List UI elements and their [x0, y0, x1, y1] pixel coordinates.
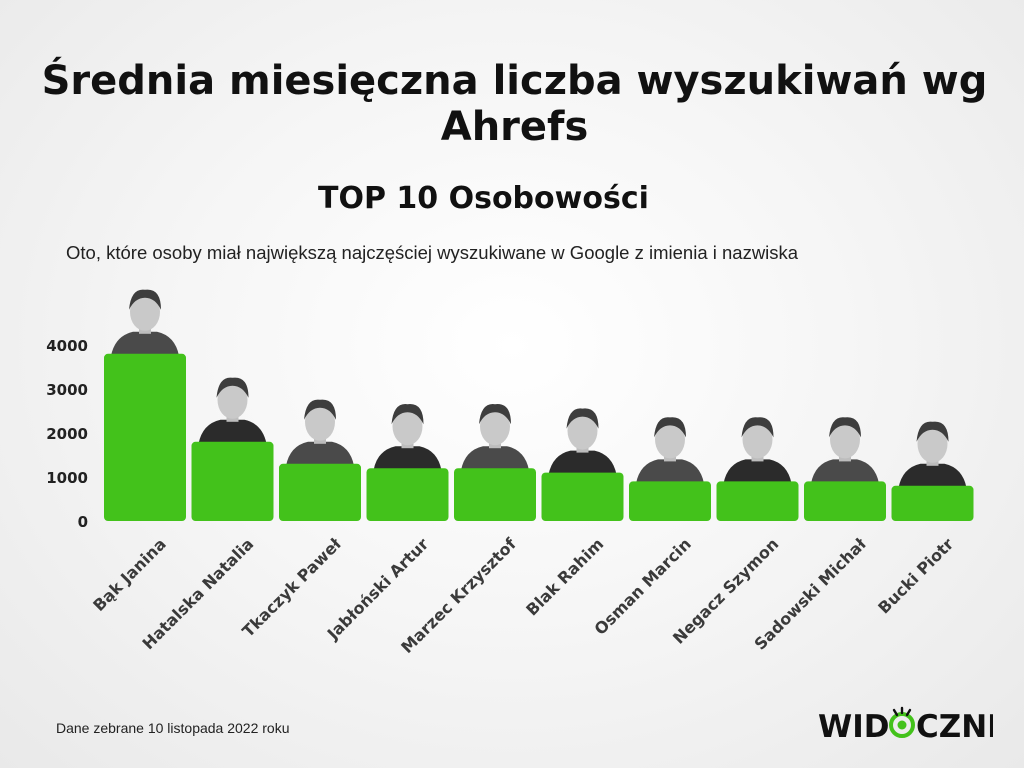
bar [104, 353, 186, 521]
bar [891, 485, 974, 521]
person-photo [898, 421, 967, 488]
y-tick-label: 1000 [46, 469, 88, 487]
eye-icon [889, 706, 915, 738]
person-photo [198, 377, 267, 444]
person-photo [723, 417, 792, 484]
person-photo [548, 408, 617, 475]
bar [454, 468, 536, 521]
person-photo [286, 399, 354, 466]
bar [629, 481, 711, 521]
logo-text-right: CZNI [916, 709, 993, 745]
category-label: Bucki Piotr [874, 534, 957, 617]
category-label: Bąk Janina [89, 534, 170, 615]
chart-subtitle: TOP 10 Osobowości [318, 181, 649, 216]
brand-logo: WID CZNI [818, 706, 993, 745]
logo-text-left: WID [818, 709, 889, 745]
y-tick-label: 4000 [46, 337, 88, 355]
y-tick-label: 0 [78, 513, 88, 531]
person-photo [111, 289, 179, 356]
chart-description: Oto, które osoby miał największą najczęś… [66, 242, 799, 263]
y-tick-label: 2000 [46, 425, 88, 443]
person-photo [811, 417, 879, 484]
bar [541, 472, 624, 521]
bar [191, 441, 274, 521]
footnote: Dane zebrane 10 listopada 2022 roku [56, 720, 290, 736]
bar [804, 481, 886, 521]
person-photo [636, 417, 704, 484]
bar [279, 463, 361, 521]
person-photo [373, 404, 442, 471]
y-tick-label: 3000 [46, 381, 88, 399]
category-label: Blak Rahim [522, 534, 607, 619]
bar [366, 468, 449, 521]
bar [716, 481, 799, 521]
chart-title: Średnia miesięczna liczba wyszukiwań wg … [41, 58, 988, 150]
person-photo [461, 404, 529, 471]
